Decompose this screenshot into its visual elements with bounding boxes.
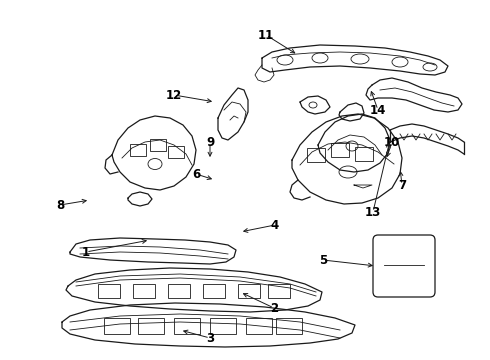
Bar (238, 284, 260, 298)
Bar (104, 318, 130, 334)
Bar (168, 284, 190, 298)
Bar (133, 284, 155, 298)
Bar (150, 139, 166, 151)
Text: 12: 12 (166, 89, 182, 102)
Text: 13: 13 (365, 206, 381, 219)
Text: 11: 11 (258, 28, 274, 41)
Text: 5: 5 (319, 253, 327, 266)
Text: 14: 14 (370, 104, 386, 117)
Bar (276, 318, 302, 334)
Bar (268, 284, 290, 298)
Bar (168, 146, 184, 158)
Bar (210, 318, 236, 334)
Bar (355, 147, 373, 161)
Text: 10: 10 (384, 135, 400, 149)
Text: 7: 7 (398, 179, 406, 192)
Bar (307, 148, 325, 162)
Text: 2: 2 (270, 302, 278, 315)
Bar (203, 284, 225, 298)
Bar (331, 143, 349, 157)
Text: 4: 4 (271, 219, 279, 231)
Text: 1: 1 (82, 246, 90, 258)
Bar (246, 318, 272, 334)
Bar (130, 144, 146, 156)
Text: 3: 3 (206, 332, 214, 345)
Bar (98, 284, 120, 298)
Text: 6: 6 (192, 167, 200, 180)
Bar (174, 318, 200, 334)
Bar (138, 318, 164, 334)
Text: 8: 8 (56, 198, 64, 212)
Text: 9: 9 (206, 135, 214, 149)
